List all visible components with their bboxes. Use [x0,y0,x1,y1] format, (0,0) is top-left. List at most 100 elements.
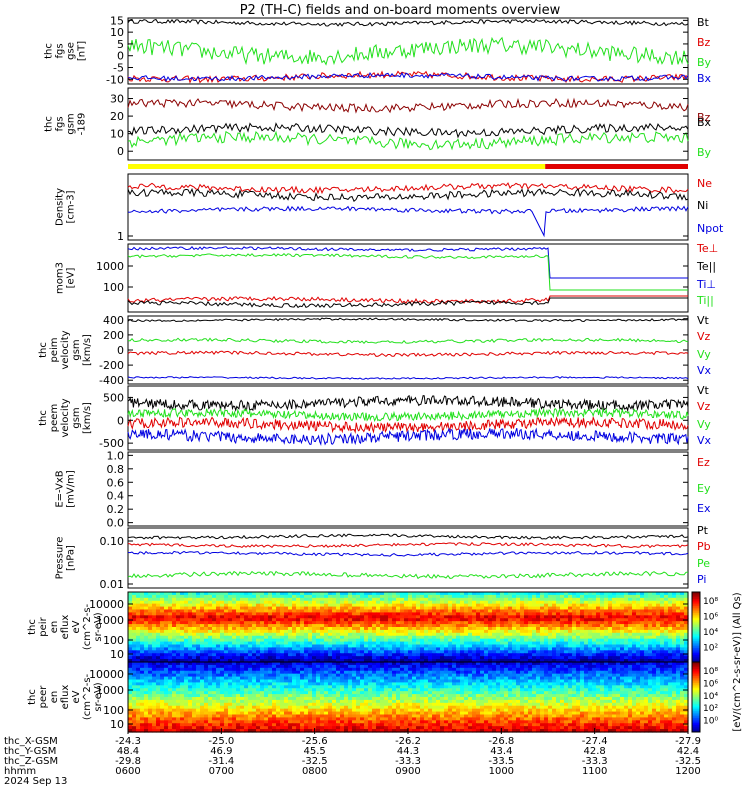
spectrogram-cell [668,688,673,692]
spectrogram-cell [624,682,629,686]
spectrogram-cell [380,662,385,666]
spectrogram-cell [432,656,437,660]
spectrogram-cell [580,653,585,657]
spectrogram-cell [456,676,461,681]
spectrogram-cell [596,679,601,684]
spectrogram-cell [516,592,521,596]
spectrogram-cell [308,653,313,657]
spectrogram-cell [464,592,469,596]
spectrogram-cell [628,632,633,637]
spectrogram-cell [236,618,241,622]
spectrogram-cell [232,609,237,614]
spectrogram-cell [192,597,197,602]
spectrogram-cell [148,627,153,631]
spectrogram-cell [480,676,485,681]
spectrogram-cell [276,594,281,599]
spectrogram-cell [628,682,633,686]
ytick-label: 10 [110,26,124,39]
spectrogram-cell [344,676,349,681]
spectrogram-cell [368,679,373,684]
spectrogram-cell [364,688,369,692]
spectrogram-cell [188,644,193,649]
spectrogram-cell [460,603,465,608]
spectrogram-cell [660,688,665,692]
spectrogram-cell [512,670,517,675]
spectrogram-cell [516,662,521,666]
spectrogram-cell [560,667,565,672]
spectrogram-cell [332,638,337,643]
spectrogram-cell [504,629,509,634]
spectrogram-cell [684,670,689,675]
spectrogram-cell [408,659,413,663]
spectrogram-cell [656,592,661,596]
spectrogram-cell [356,632,361,637]
spectrogram-cell [152,670,157,675]
spectrogram-cell [156,612,161,616]
spectrogram-cell [132,662,137,666]
spectrogram-cell [144,624,149,628]
spectrogram-cell [428,632,433,637]
spectrogram-cell [180,606,185,611]
spectrogram-cell [164,612,169,616]
spectrogram-cell [132,670,137,675]
spectrogram-cell [672,638,677,643]
spectrogram-cell [644,600,649,605]
spectrogram-cell [400,656,405,660]
spectrogram-cell [220,612,225,616]
spectrogram-cell [324,641,329,646]
spectrogram-cell [260,688,265,692]
spectrogram-cell [384,647,389,651]
spectrogram-cell [656,679,661,684]
spectrogram-cell [340,632,345,637]
spectrogram-cell [460,647,465,651]
spectrogram-cell [668,627,673,631]
spectrogram-cell [500,656,505,660]
spectrogram-cell [260,603,265,608]
spectrogram-cell [588,664,593,669]
spectrogram-cell [212,656,217,660]
spectrogram-cell [552,594,557,599]
spectrogram-cell [320,662,325,666]
spectrogram-cell [312,632,317,637]
spectrogram-cell [172,632,177,637]
spectrogram-cell [368,662,373,666]
spectrogram-cell [228,629,233,634]
spectrogram-cell [368,682,373,686]
spectrogram-cell [472,597,477,602]
spectrogram-cell [196,612,201,616]
spectrogram-cell [180,615,185,619]
spectrogram-cell [252,644,257,649]
spectrogram-cell [208,615,213,619]
spectrogram-cell [356,641,361,646]
spectrogram-cell [588,592,593,596]
spectrogram-cell [252,592,257,596]
spectrogram-cell [244,600,249,605]
spectrogram-cell [396,615,401,619]
spectrogram-cell [548,618,553,622]
spectrogram-cell [568,612,573,616]
spectrogram-cell [388,679,393,684]
spectrogram-cell [624,597,629,602]
spectrogram-cell [332,609,337,614]
spectrogram-cell [400,653,405,657]
spectrogram-cell [156,615,161,619]
spectrogram-cell [288,662,293,666]
spectrogram-cell [476,627,481,631]
spectrogram-cell [616,615,621,619]
spectrogram-cell [180,659,185,663]
spectrogram-cell [176,644,181,649]
spectrogram-cell [204,603,209,608]
spectrogram-cell [600,664,605,669]
spectrogram-cell [404,653,409,657]
spectrogram-cell [308,615,313,619]
spectrogram-cell [308,612,313,616]
spectrogram-cell [664,600,669,605]
spectrogram-cell [492,667,497,672]
spectrogram-cell [496,682,501,686]
spectrogram-cell [280,615,285,619]
spectrogram-cell [492,592,497,596]
ytick-label: 0.10 [100,535,125,548]
spectrogram-cell [304,638,309,643]
spectrogram-cell [368,650,373,654]
spectrogram-cell [160,653,165,657]
